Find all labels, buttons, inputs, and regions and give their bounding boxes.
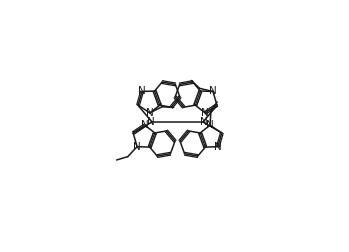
Text: N: N xyxy=(146,108,154,118)
Text: N: N xyxy=(201,108,209,118)
Text: N: N xyxy=(209,86,217,97)
Text: N: N xyxy=(200,117,208,127)
Text: N: N xyxy=(138,86,146,97)
Text: N: N xyxy=(206,120,214,130)
Text: N: N xyxy=(214,142,222,152)
Text: N: N xyxy=(133,142,141,152)
Text: N: N xyxy=(141,120,149,130)
Text: N: N xyxy=(147,117,155,127)
